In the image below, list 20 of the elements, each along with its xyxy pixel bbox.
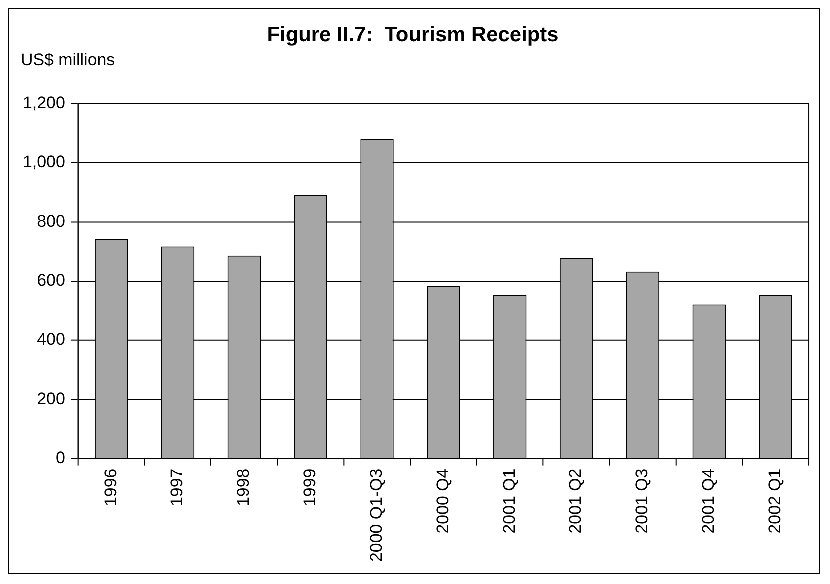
x-tick-label: 2001 Q3 (632, 468, 652, 534)
y-axis-title: US$ millions (20, 50, 116, 70)
x-tick-label: 2000 Q1-Q3 (366, 468, 386, 562)
x-tick-label: 1998 (234, 468, 254, 506)
y-tick-label: 600 (37, 271, 66, 290)
y-tick-label: 0 (56, 448, 66, 468)
y-tick-label: 1,200 (22, 94, 66, 113)
x-tick-label: 1999 (300, 468, 320, 506)
x-tick-label: 2002 Q1 (765, 468, 784, 534)
x-tick-label: 1997 (168, 468, 187, 506)
y-tick-label: 800 (37, 212, 66, 231)
x-tick-label: 2000 Q4 (433, 468, 452, 534)
y-tick-label: 1,000 (22, 152, 66, 172)
x-tick-label: 2001 Q2 (566, 468, 586, 534)
y-tick-label: 400 (37, 330, 66, 350)
x-tick-label: 1996 (101, 468, 120, 506)
chart-title: Figure II.7: Tourism Receipts (267, 23, 559, 46)
y-tick-label: 200 (37, 389, 66, 408)
x-tick-label: 2001 Q4 (699, 468, 718, 534)
x-tick-label: 2001 Q1 (500, 468, 519, 534)
